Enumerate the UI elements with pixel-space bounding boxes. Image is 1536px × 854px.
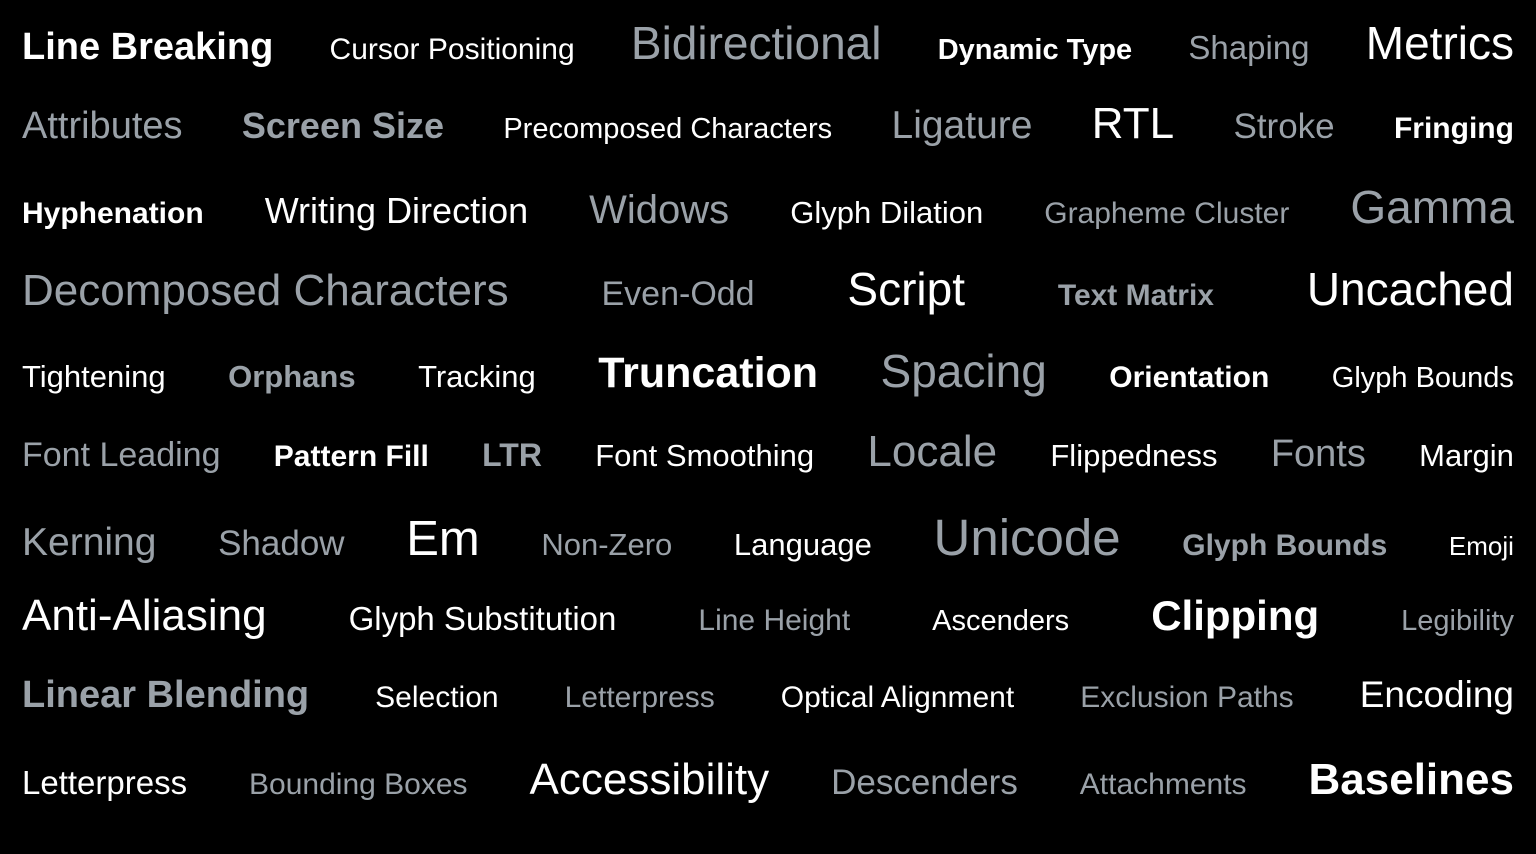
word-ltr: LTR — [482, 437, 542, 473]
word-precomposed-characters: Precomposed Characters — [503, 113, 833, 145]
word-shaping: Shaping — [1188, 29, 1310, 66]
word-glyph-bounds: Glyph Bounds — [1331, 362, 1514, 394]
word-even-odd: Even-Odd — [601, 275, 755, 313]
word-margin: Margin — [1419, 438, 1514, 473]
word-row: Font Leading Pattern Fill LTR Font Smoothin… — [22, 430, 1514, 512]
word-kerning: Kerning — [22, 521, 157, 564]
word-spacing: Spacing — [880, 345, 1047, 397]
word-letterpress: Letterpress — [564, 681, 715, 714]
word-dynamic-type: Dynamic Type — [937, 34, 1133, 66]
word-unicode: Unicode — [933, 509, 1121, 566]
word-truncation: Truncation — [598, 349, 819, 397]
word-shadow: Shadow — [218, 524, 345, 563]
word-row: Decomposed Characters Even-Odd Script Text … — [22, 266, 1514, 348]
word-row: Anti-Aliasing Glyph Substitution Line Heig… — [22, 594, 1514, 676]
word-emoji: Emoji — [1448, 531, 1514, 561]
word-row: Attributes Screen Size Precomposed Charact… — [22, 102, 1514, 184]
word-row: Linear Blending Selection Letterpress Optic… — [22, 676, 1514, 758]
word-language: Language — [733, 527, 872, 562]
word-widows: Widows — [589, 188, 730, 232]
word-ligature: Ligature — [891, 104, 1033, 147]
word-fonts: Fonts — [1270, 433, 1366, 475]
word-font-leading: Font Leading — [22, 436, 221, 474]
word-locale: Locale — [867, 427, 998, 476]
word-bounding-boxes: Bounding Boxes — [249, 768, 468, 801]
word-hyphenation: Hyphenation — [22, 197, 204, 230]
word-decomposed-characters: Decomposed Characters — [22, 266, 509, 315]
word-metrics: Metrics — [1365, 17, 1514, 69]
word-screen-size: Screen Size — [241, 105, 444, 146]
word-script: Script — [847, 263, 966, 315]
word-grapheme-cluster: Grapheme Cluster — [1044, 197, 1290, 230]
word-attachments: Attachments — [1079, 768, 1247, 801]
word-glyph-substitution: Glyph Substitution — [348, 600, 617, 637]
word-uncached: Uncached — [1306, 263, 1514, 315]
word-line-breaking: Line Breaking — [22, 26, 274, 68]
word-attributes: Attributes — [22, 105, 183, 147]
word-writing-direction: Writing Direction — [264, 190, 529, 231]
word-line-height: Line Height — [698, 604, 851, 637]
word-em: Em — [406, 512, 480, 566]
word-letterpress: Letterpress — [22, 764, 188, 801]
word-row: Tightening Orphans Tracking Truncation Spaci… — [22, 348, 1514, 430]
word-descenders: Descenders — [831, 763, 1018, 802]
word-rtl: RTL — [1091, 99, 1175, 148]
word-gamma: Gamma — [1350, 181, 1514, 233]
word-selection: Selection — [375, 681, 499, 714]
word-tracking: Tracking — [418, 359, 536, 394]
word-ascenders: Ascenders — [932, 605, 1070, 637]
word-non-zero: Non-Zero — [541, 527, 673, 562]
word-clipping: Clipping — [1151, 592, 1320, 639]
word-pattern-fill: Pattern Fill — [273, 440, 429, 473]
word-anti-aliasing: Anti-Aliasing — [22, 591, 267, 640]
word-baselines: Baselines — [1308, 755, 1514, 804]
word-orientation: Orientation — [1109, 361, 1270, 394]
word-orphans: Orphans — [228, 359, 356, 394]
word-row: Line Breaking Cursor Positioning Bidirecti… — [22, 20, 1514, 102]
word-glyph-bounds: Glyph Bounds — [1182, 529, 1388, 562]
word-glyph-dilation: Glyph Dilation — [790, 195, 984, 230]
word-text-matrix: Text Matrix — [1057, 279, 1214, 312]
word-optical-alignment: Optical Alignment — [780, 681, 1015, 714]
word-fringing: Fringing — [1393, 112, 1514, 145]
word-flippedness: Flippedness — [1050, 438, 1218, 473]
word-row: Kerning Shadow Em Non-Zero Language Unicode Gl… — [22, 512, 1514, 594]
word-font-smoothing: Font Smoothing — [595, 438, 815, 473]
word-stroke: Stroke — [1233, 107, 1335, 146]
word-accessibility: Accessibility — [529, 755, 770, 804]
word-linear-blending: Linear Blending — [22, 674, 310, 716]
word-exclusion-paths: Exclusion Paths — [1080, 681, 1294, 714]
word-legibility: Legibility — [1401, 605, 1514, 637]
word-bidirectional: Bidirectional — [630, 17, 882, 69]
word-cursor-positioning: Cursor Positioning — [329, 33, 575, 66]
word-row: Hyphenation Writing Direction Widows Glyph … — [22, 184, 1514, 266]
word-encoding: Encoding — [1359, 674, 1514, 715]
word-row: Letterpress Bounding Boxes Accessibility De… — [22, 758, 1514, 840]
word-tightening: Tightening — [22, 359, 166, 394]
